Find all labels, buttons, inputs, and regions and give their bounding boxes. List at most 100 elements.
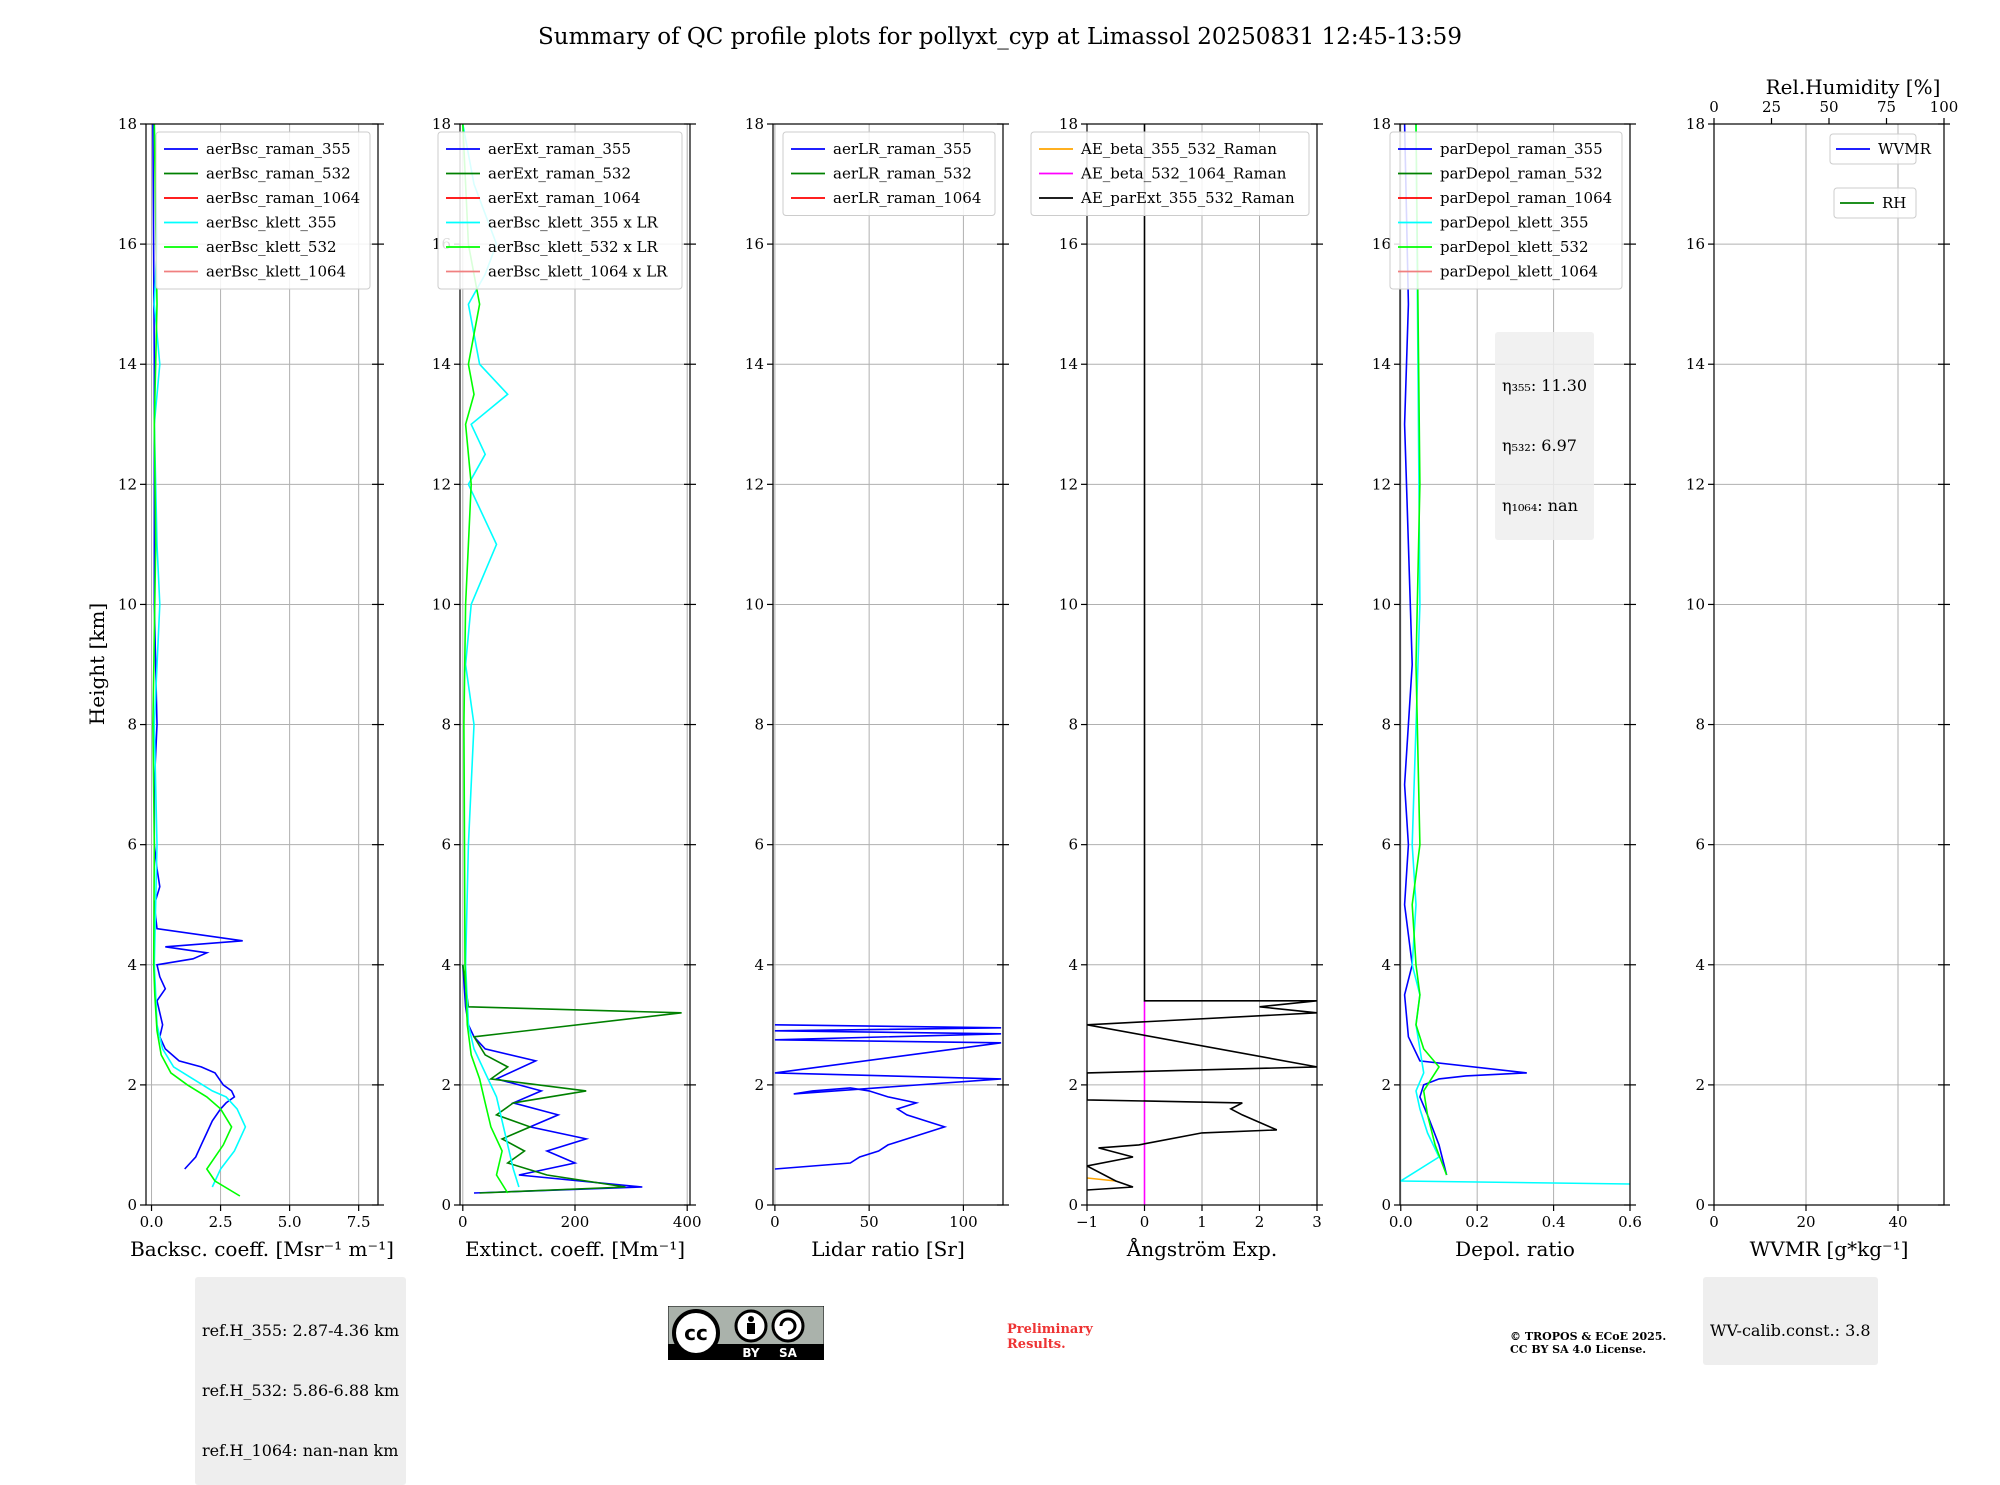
- x-tick-label: 0.0: [1389, 1213, 1413, 1231]
- ref-height-355: ref.H_355: 2.87-4.36 km: [202, 1321, 400, 1340]
- legend: WVMR RH: [1829, 133, 1932, 219]
- legend: aerBsc_raman_355 aerBsc_raman_532 aerBsc_r…: [155, 131, 371, 290]
- x-axis-label: Backsc. coeff. [Msr⁻¹ m⁻¹]: [130, 1237, 394, 1261]
- legend: aerExt_raman_355 aerExt_raman_532 aerExt_r…: [437, 131, 683, 290]
- legend: parDepol_raman_355 parDepol_raman_532 parD…: [1389, 131, 1623, 290]
- legend-label: aerBsc_klett_355: [206, 214, 337, 232]
- x-tick-label: 400: [673, 1213, 702, 1231]
- legend-label: RH: [1882, 194, 1906, 212]
- axes-frame: [145, 123, 379, 1206]
- wv-calib-text: WV-calib.const.: 3.8: [1710, 1321, 1871, 1340]
- x-axis-label: Extinct. coeff. [Mm⁻¹]: [465, 1237, 685, 1261]
- legend-label: AE_beta_355_532_Raman: [1080, 140, 1277, 158]
- legend-label: parDepol_klett_532: [1440, 238, 1589, 256]
- y-tick-label: 12: [745, 475, 764, 493]
- y-tick-label: 0: [754, 1196, 764, 1214]
- legend-label: aerExt_raman_1064: [488, 189, 641, 207]
- cc-by-text: BY: [742, 1346, 759, 1360]
- legend-box: [155, 131, 371, 290]
- y-tick-label: 16: [1686, 235, 1705, 253]
- y-tick-label: 2: [754, 1076, 764, 1094]
- legend-label: aerBsc_raman_1064: [206, 189, 360, 207]
- legend: AE_beta_355_532_Raman AE_beta_532_1064_Ra…: [1030, 131, 1310, 216]
- legend-box: [437, 131, 683, 290]
- x-tick-label: 0.4: [1542, 1213, 1566, 1231]
- cc-license-logo: cc BY SA: [668, 1306, 824, 1360]
- x-tick-label: −1: [1076, 1213, 1098, 1231]
- svg-text:cc: cc: [684, 1321, 708, 1345]
- x-tick-label: 200: [561, 1213, 590, 1231]
- x-tick-label: 0: [770, 1213, 780, 1231]
- y-tick-label: 18: [1372, 115, 1391, 133]
- x-tick-label: 7.5: [347, 1213, 371, 1231]
- x-tick-label: 1: [1197, 1213, 1207, 1231]
- legend-label: aerBsc_raman_532: [206, 165, 351, 183]
- y-tick-label: 16: [1372, 235, 1391, 253]
- y-tick-label: 12: [118, 475, 137, 493]
- x-tick-label: 5.0: [278, 1213, 302, 1231]
- eta-532: η₅₃₂: 6.97: [1502, 436, 1577, 455]
- cc-sa-text: SA: [779, 1346, 798, 1360]
- legend-label: AE_beta_532_1064_Raman: [1080, 165, 1287, 183]
- y-tick-label: 10: [118, 595, 137, 613]
- legend-box: [1833, 187, 1917, 219]
- x-tick-label: 2: [1255, 1213, 1265, 1231]
- y-tick-label: 8: [1695, 716, 1705, 734]
- y-tick-label: 6: [441, 836, 451, 854]
- legend-label: aerLR_raman_355: [833, 140, 972, 158]
- y-tick-label: 12: [1372, 475, 1391, 493]
- y-tick-label: 6: [127, 836, 137, 854]
- eta-355: η₃₅₅: 11.30: [1502, 376, 1588, 395]
- x2-axis-label: Rel.Humidity [%]: [1766, 75, 1941, 99]
- x-axis-label: Depol. ratio: [1455, 1237, 1575, 1261]
- x-tick-label: 0.0: [140, 1213, 164, 1231]
- legend: aerLR_raman_355 aerLR_raman_532 aerLR_rama…: [782, 131, 996, 216]
- x2-tick-label: 50: [1819, 98, 1838, 116]
- y-tick-label: 16: [745, 235, 764, 253]
- legend-label: aerLR_raman_1064: [833, 189, 981, 207]
- legend-label: aerExt_raman_532: [488, 165, 631, 183]
- y-tick-label: 14: [745, 355, 764, 373]
- x-tick-label: 0.6: [1618, 1213, 1642, 1231]
- eta-1064: η₁₀₆₄: nan: [1502, 496, 1578, 515]
- x2-tick-label: 0: [1709, 98, 1719, 116]
- y-tick-label: 8: [754, 716, 764, 734]
- y-tick-label: 2: [1695, 1076, 1705, 1094]
- legend-box: [1829, 133, 1917, 165]
- legend-label: WVMR: [1878, 140, 1932, 158]
- legend-label: AE_parExt_355_532_Raman: [1080, 189, 1295, 207]
- y-tick-label: 8: [1068, 716, 1078, 734]
- series-line-5: [152, 124, 241, 1197]
- y-tick-label: 10: [432, 595, 451, 613]
- y-tick-label: 12: [432, 475, 451, 493]
- series-group: [462, 124, 682, 1194]
- legend-label: parDepol_raman_355: [1440, 140, 1603, 158]
- y-tick-label: 2: [127, 1076, 137, 1094]
- legend-label: aerBsc_klett_532: [206, 238, 337, 256]
- x-tick-label: 2.5: [209, 1213, 233, 1231]
- legend-box: [1389, 131, 1623, 290]
- x-axis-label: Lidar ratio [Sr]: [811, 1237, 965, 1261]
- x2-tick-label: 75: [1877, 98, 1896, 116]
- legend-label: aerBsc_raman_355: [206, 140, 351, 158]
- series-line-2: [462, 964, 682, 1194]
- copyright-note: © TROPOS & ECoE 2025. CC BY SA 4.0 Licen…: [1510, 1330, 1667, 1356]
- ref-height-532: ref.H_532: 5.86-6.88 km: [202, 1381, 400, 1400]
- y-tick-label: 10: [745, 595, 764, 613]
- series-line-3: [1087, 124, 1317, 1191]
- series-group: [1400, 124, 1630, 1185]
- series-group: [152, 124, 247, 1197]
- legend-box: [782, 131, 996, 216]
- legend-label: aerBsc_klett_1064: [206, 263, 346, 281]
- axes-frame: [1399, 123, 1631, 1206]
- y-tick-label: 12: [1686, 475, 1705, 493]
- x-axis-label: WVMR [g*kg⁻¹]: [1750, 1237, 1909, 1261]
- panel-2: 0246810121416180200400Extinct. coeff. [M…: [432, 115, 702, 1261]
- y-tick-label: 10: [1059, 595, 1078, 613]
- axes-frame: [772, 123, 1004, 1206]
- legend-label: aerExt_raman_355: [488, 140, 631, 158]
- x-axis-label: Ångström Exp.: [1126, 1236, 1277, 1261]
- series-line-1: [774, 1024, 1002, 1170]
- series-line-5: [462, 124, 509, 1194]
